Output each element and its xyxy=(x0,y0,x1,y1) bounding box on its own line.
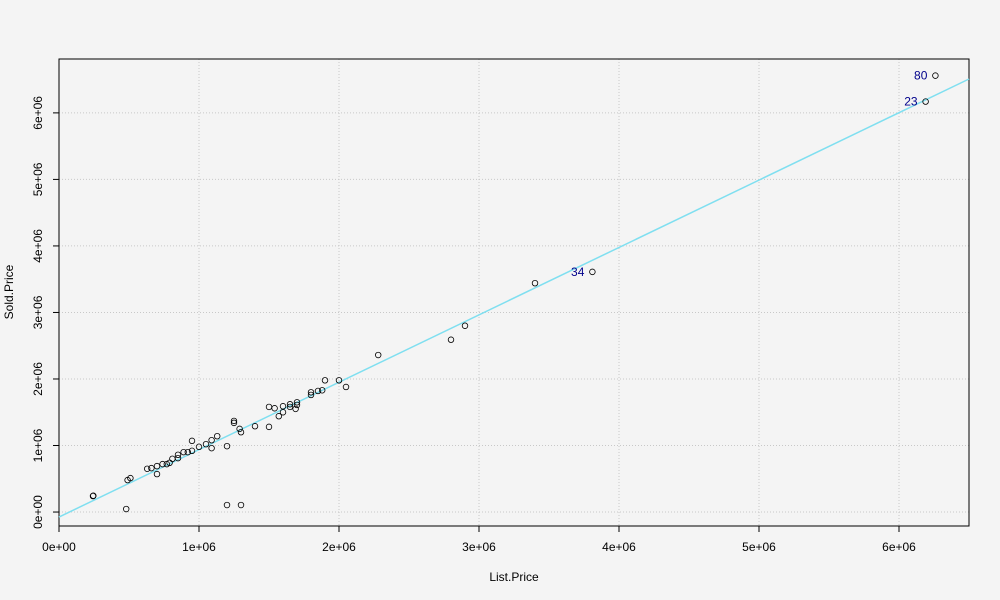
point xyxy=(195,443,203,451)
point-label: 23 xyxy=(904,95,918,109)
y-tick-label: 3e+06 xyxy=(31,295,45,329)
point xyxy=(251,423,259,430)
point xyxy=(223,442,231,450)
point xyxy=(90,492,97,499)
point xyxy=(236,425,243,433)
point xyxy=(307,391,315,399)
point xyxy=(184,448,191,456)
point xyxy=(208,444,215,452)
y-tick-label: 5e+06 xyxy=(31,162,45,196)
point-label: 34 xyxy=(571,265,585,279)
x-tick-label: 6e+06 xyxy=(882,540,916,554)
point xyxy=(292,405,299,413)
x-tick-label: 0e+00 xyxy=(42,540,76,554)
x-tick-label: 3e+06 xyxy=(462,540,496,554)
point xyxy=(922,98,929,105)
point xyxy=(230,419,238,427)
y-tick-label: 0e+00 xyxy=(31,495,45,529)
point xyxy=(375,351,382,359)
point xyxy=(223,501,231,509)
point xyxy=(180,448,187,456)
y-tick-label: 4e+06 xyxy=(31,229,45,263)
point xyxy=(208,436,215,444)
point xyxy=(286,403,294,411)
fit-line xyxy=(58,78,970,518)
point xyxy=(319,387,326,394)
point xyxy=(265,423,273,431)
y-tick-label: 6e+06 xyxy=(31,96,45,130)
point xyxy=(153,462,161,470)
point xyxy=(932,72,939,79)
point xyxy=(174,451,182,459)
point xyxy=(321,377,329,384)
y-tick-label: 2e+06 xyxy=(31,362,45,396)
y-axis-title: Sold.Price xyxy=(2,264,16,319)
x-tick-label: 2e+06 xyxy=(322,540,356,554)
point xyxy=(213,432,221,440)
point xyxy=(335,377,343,384)
x-tick-label: 1e+06 xyxy=(182,540,216,554)
point xyxy=(174,454,182,462)
point xyxy=(188,437,196,445)
point xyxy=(531,279,539,287)
point xyxy=(148,464,155,472)
point xyxy=(202,440,210,448)
plot-frame xyxy=(58,58,970,527)
point xyxy=(127,474,134,482)
point xyxy=(314,387,322,395)
point xyxy=(461,322,469,329)
point-label: 80 xyxy=(914,69,928,83)
point xyxy=(188,447,196,455)
point xyxy=(275,413,282,420)
point xyxy=(230,417,238,425)
point xyxy=(342,383,350,391)
y-tick-label: 1e+06 xyxy=(31,428,45,462)
point xyxy=(143,465,151,472)
point xyxy=(293,399,301,406)
x-tick-label: 5e+06 xyxy=(742,540,776,554)
x-tick-label: 4e+06 xyxy=(602,540,636,554)
point xyxy=(279,403,287,410)
point xyxy=(237,429,245,436)
point xyxy=(122,505,130,513)
point xyxy=(237,501,245,509)
x-axis-title: List.Price xyxy=(489,570,539,584)
point xyxy=(153,470,161,478)
point xyxy=(447,336,455,343)
point xyxy=(286,401,294,408)
point xyxy=(307,389,315,396)
point xyxy=(293,401,301,409)
point xyxy=(589,268,596,276)
point xyxy=(159,460,166,468)
point xyxy=(271,405,278,412)
